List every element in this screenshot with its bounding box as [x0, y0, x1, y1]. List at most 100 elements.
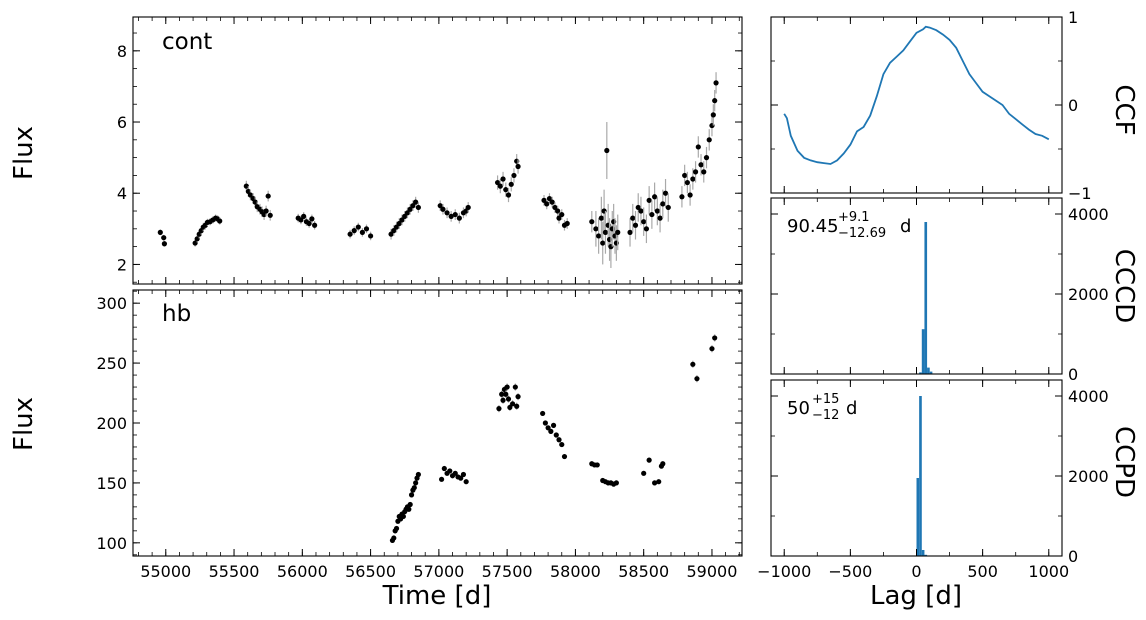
data-point: [595, 462, 600, 467]
y-tick-label: 300: [96, 294, 127, 313]
cont-panel-label: cont: [162, 29, 212, 55]
x-tick-label: 55500: [209, 562, 260, 581]
data-point: [704, 155, 709, 160]
data-point: [562, 454, 567, 459]
plot-frame: [771, 17, 1062, 193]
data-point: [638, 208, 643, 213]
data-point: [540, 411, 545, 416]
data-point: [444, 210, 449, 215]
data-point: [548, 429, 553, 434]
cont-ylabel: Flux: [9, 126, 39, 180]
y-tick-label: 4000: [1068, 205, 1109, 224]
data-point: [515, 394, 520, 399]
y-tick-label: 2000: [1068, 285, 1109, 304]
ccpd-annotation: 50 +15 −12 d: [787, 387, 857, 424]
data-point: [360, 230, 365, 235]
plot-frame: [133, 290, 742, 556]
y-tick-label: 250: [96, 354, 127, 373]
data-point: [656, 479, 661, 484]
data-point: [604, 148, 609, 153]
data-point: [711, 112, 716, 117]
data-point: [364, 226, 369, 231]
data-point: [401, 514, 406, 519]
time-xlabel: Time [d]: [382, 581, 492, 611]
data-point: [589, 219, 594, 224]
y-tick-label: 200: [96, 414, 127, 433]
data-point: [644, 226, 649, 231]
data-point: [652, 194, 657, 199]
data-point: [649, 212, 654, 217]
data-point: [509, 182, 514, 187]
data-point: [352, 228, 357, 233]
data-point: [663, 191, 668, 196]
data-point: [439, 477, 444, 482]
data-point: [615, 230, 620, 235]
data-point: [556, 437, 561, 442]
x-tick-label: 500: [967, 562, 998, 581]
ccf-line: [784, 27, 1049, 164]
data-point: [268, 213, 273, 218]
cccd-annotation: 90.45 +9.1 −12.69 d: [787, 205, 911, 242]
data-point: [391, 535, 396, 540]
data-point: [408, 502, 413, 507]
data-point: [161, 235, 166, 240]
data-point: [657, 216, 662, 221]
data-point: [447, 468, 452, 473]
data-point: [466, 205, 471, 210]
y-tick-label: 4000: [1068, 387, 1109, 406]
data-point: [464, 479, 469, 484]
data-point: [543, 420, 548, 425]
data-point: [394, 526, 399, 531]
data-point: [660, 461, 665, 466]
y-tick-label: 1: [1068, 8, 1078, 27]
data-point: [694, 376, 699, 381]
data-point: [647, 458, 652, 463]
cont-panel: 2 4 6 8: [117, 17, 742, 284]
data-point: [550, 200, 555, 205]
data-point: [596, 233, 601, 238]
y-tick-label: 4: [117, 184, 127, 203]
cccd-label: CCCD: [1109, 249, 1139, 323]
data-point: [600, 240, 605, 245]
data-point: [409, 492, 414, 497]
data-point: [264, 208, 269, 213]
data-point: [266, 193, 271, 198]
histogram-bar: [922, 550, 925, 556]
data-point: [506, 192, 511, 197]
data-point: [544, 201, 549, 206]
data-point: [301, 214, 306, 219]
data-point: [413, 480, 418, 485]
y-tick-label: 8: [117, 42, 127, 61]
data-point: [641, 471, 646, 476]
data-point: [713, 80, 718, 85]
lag-xlabel: Lag [d]: [870, 581, 962, 611]
data-point: [647, 198, 652, 203]
y-tick-label: 100: [96, 534, 127, 553]
data-point: [593, 226, 598, 231]
data-point: [356, 224, 361, 229]
x-tick-label: 56500: [345, 562, 396, 581]
data-point: [712, 98, 717, 103]
x-tick-label: 58500: [618, 562, 669, 581]
data-point: [679, 194, 684, 199]
data-point: [500, 176, 505, 181]
data-point: [666, 205, 671, 210]
data-point: [162, 241, 167, 246]
y-tick-label: 0: [1068, 96, 1078, 115]
data-point: [712, 335, 717, 340]
data-point: [707, 137, 712, 142]
data-point: [413, 200, 418, 205]
hb-ylabel: Flux: [9, 397, 39, 451]
data-point: [348, 232, 353, 237]
data-point: [496, 406, 501, 411]
data-point: [655, 208, 660, 213]
y-tick-label: −1: [1068, 184, 1092, 203]
data-point: [633, 223, 638, 228]
data-point: [641, 219, 646, 224]
histogram-bar: [924, 222, 927, 374]
data-point: [406, 507, 411, 512]
histogram-bar: [919, 396, 922, 556]
data-point: [309, 216, 314, 221]
data-point: [442, 466, 447, 471]
